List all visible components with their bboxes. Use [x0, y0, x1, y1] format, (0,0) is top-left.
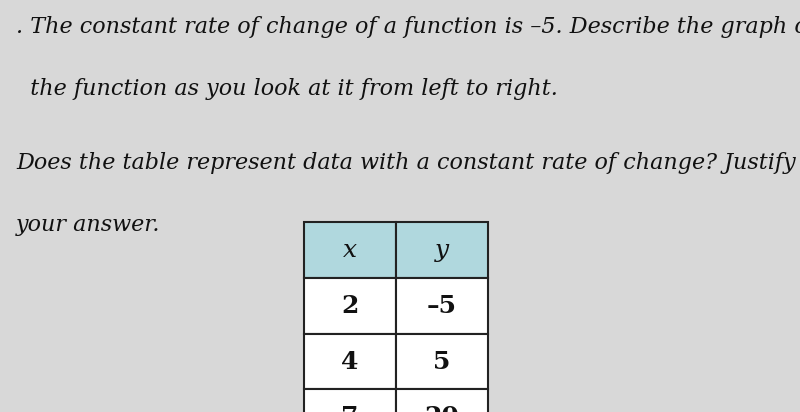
Bar [304, 334, 396, 389]
Bar [396, 389, 488, 412]
Text: x: x [343, 239, 357, 262]
Bar [396, 334, 488, 389]
Bar [304, 389, 396, 412]
Text: –5: –5 [427, 294, 457, 318]
Text: 2: 2 [342, 294, 358, 318]
Text: 4: 4 [342, 349, 358, 374]
Text: . The constant rate of change of a function is –5. Describe the graph of: . The constant rate of change of a funct… [16, 16, 800, 38]
Bar [396, 278, 488, 334]
Text: 5: 5 [434, 349, 450, 374]
Text: 20: 20 [425, 405, 459, 412]
Text: your answer.: your answer. [16, 214, 161, 236]
Bar [304, 278, 396, 334]
Text: y: y [435, 239, 449, 262]
Text: 7: 7 [342, 405, 358, 412]
Text: Does the table represent data with a constant rate of change? Justify: Does the table represent data with a con… [16, 152, 796, 174]
Bar [304, 222, 396, 278]
Bar [396, 222, 488, 278]
Text: the function as you look at it from left to right.: the function as you look at it from left… [16, 78, 558, 100]
